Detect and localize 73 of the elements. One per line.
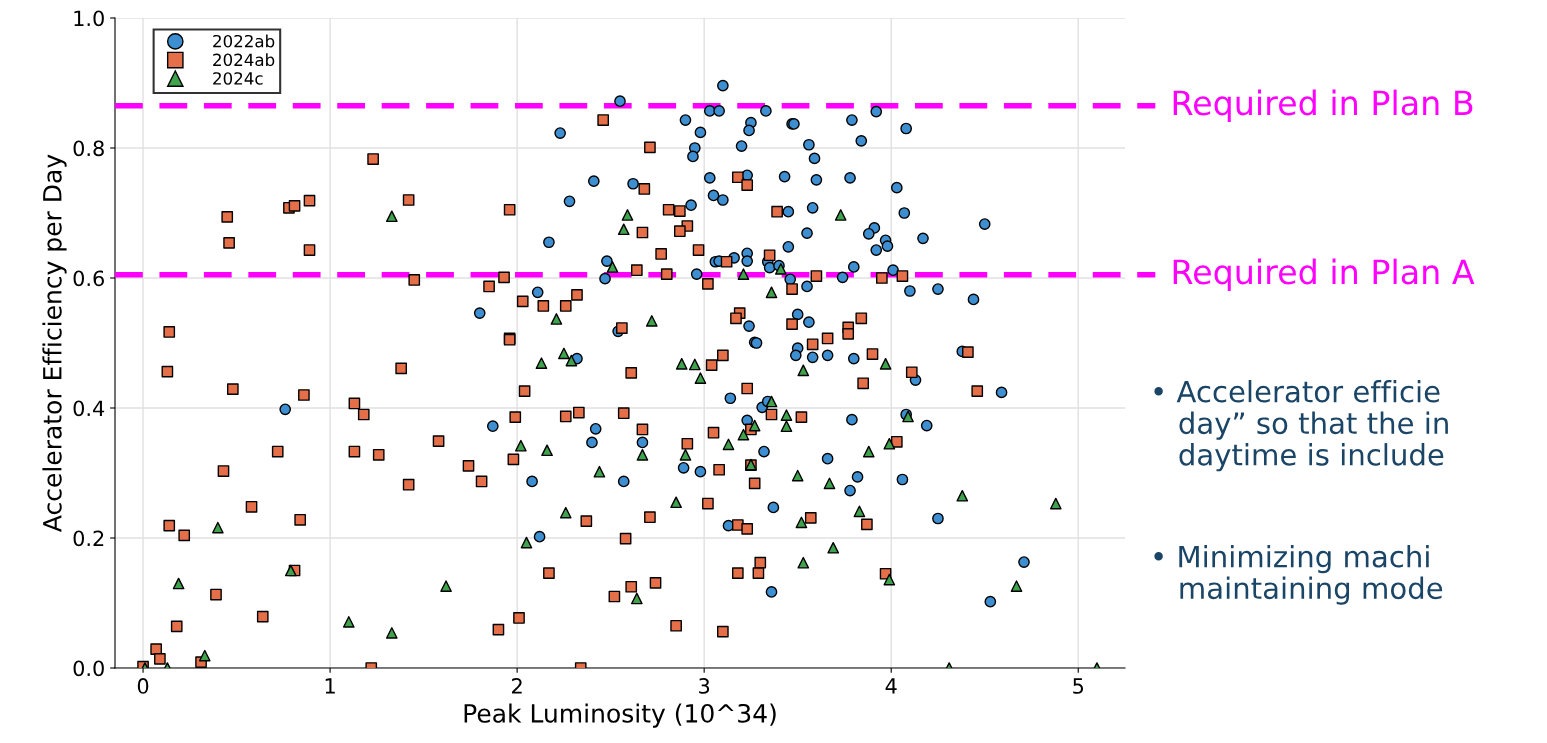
point [440, 580, 452, 592]
point [823, 477, 836, 490]
point [780, 409, 793, 421]
point [535, 357, 548, 369]
x-tick-label: 1 [325, 678, 335, 694]
ref-line-label: Required in Plan A [1173, 258, 1475, 291]
y-tick-label: 1.0 [74, 10, 104, 27]
y-tick-label: 0.8 [73, 140, 104, 157]
point [172, 577, 185, 590]
point [645, 315, 658, 327]
point [765, 286, 778, 299]
point [550, 313, 563, 325]
point [879, 357, 892, 370]
point [883, 573, 896, 586]
x-tick-label: 3 [699, 678, 710, 694]
point [1049, 497, 1062, 510]
point [284, 564, 297, 577]
point [617, 223, 630, 236]
point [883, 437, 896, 450]
x-axis-title: Peak Luminosity (10^34) [464, 703, 776, 728]
point [694, 372, 707, 384]
point [688, 358, 701, 371]
point [956, 489, 969, 502]
point [565, 354, 578, 367]
point [198, 649, 211, 662]
point [212, 521, 224, 534]
point [559, 506, 572, 519]
point [593, 465, 606, 478]
x-tick-label: 4 [885, 678, 897, 694]
text: • Accelerator efficie day” so that the in daytime is include [1154, 380, 1448, 472]
point [791, 469, 804, 482]
point [520, 536, 533, 549]
point [630, 592, 643, 605]
point [827, 541, 840, 554]
point [797, 364, 810, 377]
legend-label: 2024ab [213, 53, 275, 67]
point [670, 496, 682, 509]
ref-line-label: Required in Plan B [1173, 89, 1473, 122]
point [765, 395, 778, 408]
point [621, 209, 634, 221]
x-tick-label: 0 [137, 678, 149, 694]
x-tick-label: 2 [512, 678, 522, 694]
point [722, 438, 735, 451]
y-tick-label: 0.2 [73, 530, 104, 547]
legend-label: 2024c [213, 72, 263, 85]
point [342, 616, 355, 628]
point [862, 445, 875, 458]
point [606, 261, 619, 273]
point [541, 444, 553, 457]
y-tick-label: 0.0 [73, 660, 104, 677]
y-tick-label: 0.4 [73, 400, 105, 417]
point [737, 428, 750, 441]
text: • Minimizing machi maintaining mode [1154, 545, 1443, 605]
point [797, 556, 810, 569]
x-tick-label: 5 [1073, 678, 1084, 694]
point [675, 357, 688, 370]
point [385, 210, 398, 223]
point [385, 627, 398, 639]
point [853, 505, 866, 518]
point [1010, 580, 1023, 592]
point [780, 420, 793, 433]
y-tick-label: 0.6 [73, 270, 104, 287]
point [679, 448, 692, 461]
point [834, 209, 847, 221]
point [775, 263, 787, 275]
point [737, 268, 750, 280]
point [515, 439, 527, 452]
point [636, 448, 649, 461]
y-axis-title: Accelerator Efficiency per Day [42, 154, 67, 532]
point [795, 516, 808, 529]
point [558, 347, 570, 360]
legend-label: 2022ab [213, 34, 275, 48]
point [748, 419, 761, 432]
